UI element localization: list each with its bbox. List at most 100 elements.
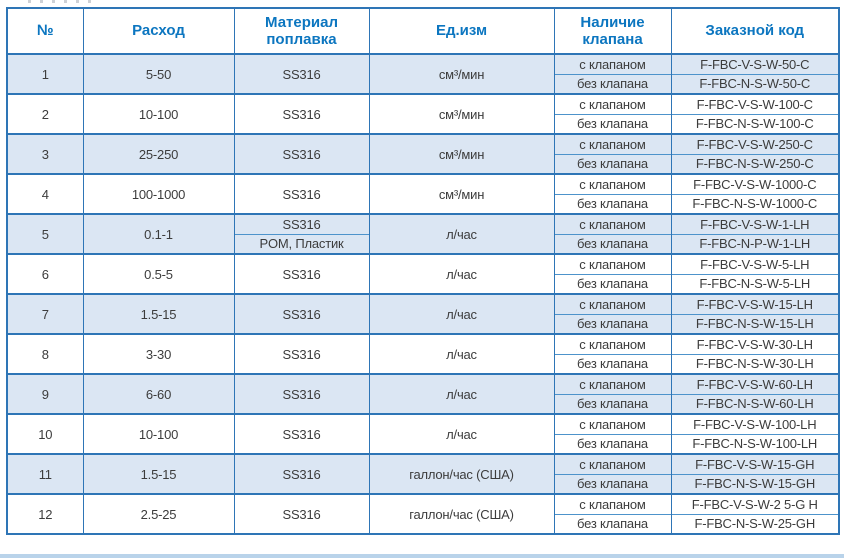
unit: л/час — [368, 333, 555, 374]
order-code: F-FBC-V-S-W-5-LH — [670, 253, 840, 274]
valve-option: без клапана — [553, 113, 672, 134]
flow-range: 3-30 — [82, 333, 235, 374]
table-subrow: без клапана F-FBC-N-S-W-30-LH — [7, 353, 840, 374]
order-code: F-FBC-V-S-W-1000-C — [670, 173, 840, 194]
row-number: 2 — [6, 93, 84, 134]
flow-range: 10-100 — [82, 413, 235, 454]
valve-option: без клапана — [553, 473, 672, 494]
order-code: F-FBC-V-S-W-15-GH — [670, 453, 840, 474]
valve-option: без клапана — [553, 313, 672, 334]
table-subrow: без клапана F-FBC-N-S-W-250-C — [7, 153, 840, 174]
col-header-valve-presence: Наличие клапана — [553, 8, 672, 55]
row-number: 10 — [6, 413, 84, 454]
cropped-text-remnant — [28, 0, 98, 3]
table-subrow: без клапана F-FBC-N-S-W-1000-C — [7, 193, 840, 214]
table-body: 1 5-50 SS316 см³/мин с клапаном F-FBC-V-S-W-5… — [6, 53, 840, 534]
float-material: SS316 — [233, 173, 370, 214]
valve-option: с клапаном — [553, 333, 672, 354]
row-number: 7 — [6, 293, 84, 334]
flowmeter-order-codes-table: № Расход Материал поплавка Ед.изм Наличи… — [6, 7, 840, 535]
order-codes-table-wrap: № Расход Материал поплавка Ед.изм Наличи… — [6, 7, 840, 535]
table-row: 4 100-1000 SS316 см³/мин с клапаном F-FBC-V-S… — [6, 173, 840, 214]
table-row: 6 0.5-5 SS316 л/час с клапаном F-FBC-V-S-W-5-… — [6, 253, 840, 294]
valve-option: без клапана — [553, 193, 672, 214]
valve-option: без клапана — [553, 513, 672, 534]
order-code: F-FBC-N-S-W-60-LH — [670, 393, 840, 414]
order-code: F-FBC-N-S-W-100-C — [670, 113, 840, 134]
valve-option: с клапаном — [553, 53, 672, 74]
unit: галлон/час (США) — [368, 453, 555, 494]
unit: л/час — [368, 373, 555, 414]
row-number: 5 — [6, 213, 84, 254]
order-code: F-FBC-V-S-W-100-LH — [670, 413, 840, 434]
unit: л/час — [368, 253, 555, 294]
valve-option: с клапаном — [553, 413, 672, 434]
row-number: 8 — [6, 333, 84, 374]
table-row: 10 10-100 SS316 л/час с клапаном F-FBC-V-S-W-… — [6, 413, 840, 454]
table-row: 3 25-250 SS316 см³/мин с клапаном F-FBC-V-S-W… — [6, 133, 840, 174]
order-code: F-FBC-V-S-W-15-LH — [670, 293, 840, 314]
order-code: F-FBC-N-S-W-15-GH — [670, 473, 840, 494]
float-material: SS316 — [233, 133, 370, 174]
unit: л/час — [368, 293, 555, 334]
valve-option: с клапаном — [553, 173, 672, 194]
table-row: 12 2.5-25 SS316 галлон/час (США) с клапаном F… — [6, 493, 840, 534]
flow-range: 0.5-5 — [82, 253, 235, 294]
valve-option: с клапаном — [553, 133, 672, 154]
table-subrow: без клапана F-FBC-N-S-W-60-LH — [7, 393, 840, 414]
table-subrow: без клапана F-FBC-N-S-W-50-C — [7, 73, 840, 94]
flow-range: 6-60 — [82, 373, 235, 414]
valve-option: без клапана — [553, 233, 672, 254]
valve-option: без клапана — [553, 393, 672, 414]
row-number: 11 — [6, 453, 84, 494]
valve-option: без клапана — [553, 73, 672, 94]
table-row: 7 1.5-15 SS316 л/час с клапаном F-FBC-V-S-W-1… — [6, 293, 840, 334]
valve-option: с клапаном — [553, 93, 672, 114]
table-subrow: без клапана F-FBC-N-S-W-100-C — [7, 113, 840, 134]
table-subrow: POM, Пластик без клапана F-FBC-N-P-W-1-LH — [7, 233, 840, 254]
row-number: 12 — [6, 493, 84, 534]
table-row: 11 1.5-15 SS316 галлон/час (США) с клапаном F… — [6, 453, 840, 494]
row-number: 1 — [6, 53, 84, 94]
flow-range: 5-50 — [82, 53, 235, 94]
unit: л/час — [368, 213, 555, 254]
valve-option: без клапана — [553, 353, 672, 374]
flow-range: 10-100 — [82, 93, 235, 134]
valve-option: без клапана — [553, 273, 672, 294]
float-material: SS316 — [233, 453, 370, 494]
order-code: F-FBC-N-S-W-50-C — [670, 73, 840, 94]
row-number: 9 — [6, 373, 84, 414]
float-material: SS316 — [233, 93, 370, 134]
valve-option: без клапана — [553, 153, 672, 174]
order-code: F-FBC-N-S-W-5-LH — [670, 273, 840, 294]
valve-option: с клапаном — [553, 453, 672, 474]
row-number: 6 — [6, 253, 84, 294]
table-row: 9 6-60 SS316 л/час с клапаном F-FBC-V-S-W-60-… — [6, 373, 840, 414]
valve-option: с клапаном — [553, 213, 672, 234]
table-subrow: без клапана F-FBC-N-S-W-100-LH — [7, 433, 840, 454]
order-code: F-FBC-V-S-W-60-LH — [670, 373, 840, 394]
order-code: F-FBC-N-S-W-250-C — [670, 153, 840, 174]
unit: л/час — [368, 413, 555, 454]
col-header-number: № — [6, 8, 84, 55]
table-subrow: без клапана F-FBC-N-S-W-25-GH — [7, 513, 840, 534]
bottom-strip — [0, 554, 844, 558]
float-material: SS316 — [233, 333, 370, 374]
order-code: F-FBC-N-S-W-100-LH — [670, 433, 840, 454]
float-material: SS316 — [233, 293, 370, 334]
float-material: SS316 — [233, 373, 370, 414]
order-code: F-FBC-N-P-W-1-LH — [670, 233, 840, 254]
order-code: F-FBC-N-S-W-1000-C — [670, 193, 840, 214]
order-code: F-FBC-V-S-W-1-LH — [670, 213, 840, 234]
unit: см³/мин — [368, 93, 555, 134]
valve-option: с клапаном — [553, 493, 672, 514]
table-row: 8 3-30 SS316 л/час с клапаном F-FBC-V-S-W-30-… — [6, 333, 840, 374]
table-subrow: без клапана F-FBC-N-S-W-15-GH — [7, 473, 840, 494]
valve-option: с клапаном — [553, 373, 672, 394]
order-code: F-FBC-V-S-W-30-LH — [670, 333, 840, 354]
table-subrow: без клапана F-FBC-N-S-W-5-LH — [7, 273, 840, 294]
header-row: № Расход Материал поплавка Ед.изм Наличи… — [6, 8, 840, 55]
col-header-float-material: Материал поплавка — [233, 8, 370, 55]
table-row: 1 5-50 SS316 см³/мин с клапаном F-FBC-V-S-W-5… — [6, 53, 840, 94]
table-row: 2 10-100 SS316 см³/мин с клапаном F-FBC-V-S-W… — [6, 93, 840, 134]
